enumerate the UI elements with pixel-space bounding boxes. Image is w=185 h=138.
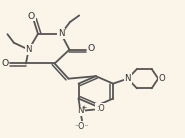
Text: O: O [88, 44, 95, 53]
Text: O: O [159, 74, 166, 83]
Text: N: N [58, 29, 64, 38]
Text: O: O [1, 59, 8, 68]
Text: N: N [26, 45, 32, 54]
Text: N: N [125, 74, 131, 83]
Text: :O: :O [96, 104, 105, 113]
Text: N: N [77, 106, 84, 116]
Text: ⁻O⁻: ⁻O⁻ [74, 122, 89, 131]
Text: O: O [28, 11, 35, 21]
Text: +: + [82, 105, 87, 112]
